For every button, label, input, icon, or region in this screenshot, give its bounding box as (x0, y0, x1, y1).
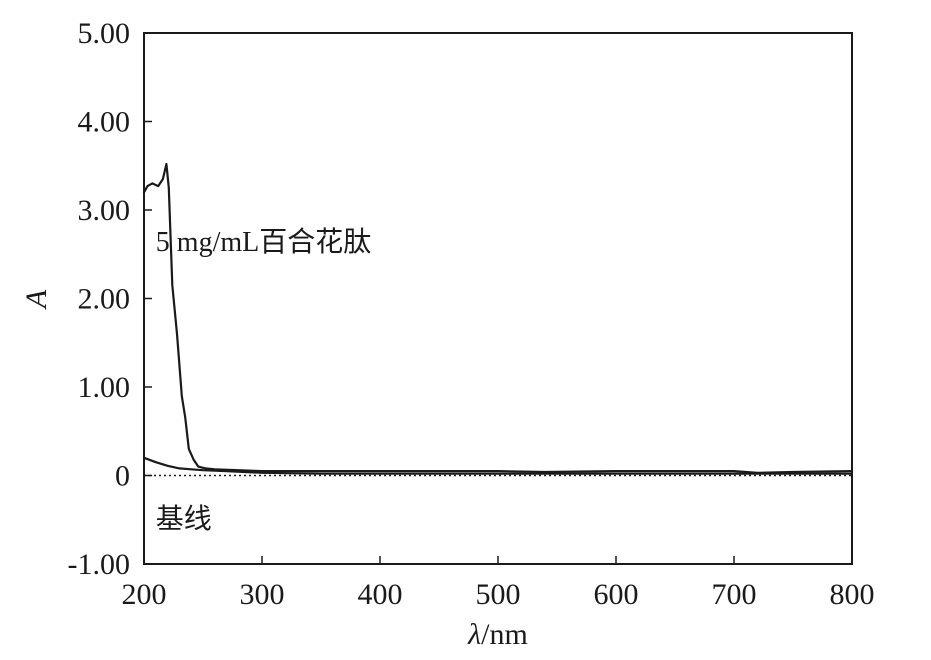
label-layer: 200 300 400 500 600 700 800 5.00 4.00 3.00 2.00 1.0… (68, 17, 875, 611)
series-line-0 (142, 162, 854, 474)
x-tick-label-4: 600 (594, 578, 639, 611)
curve-layer (142, 162, 854, 477)
y-axis-title: A (20, 289, 53, 310)
y-tick-label-4: 1.00 (78, 371, 131, 404)
y-tick-label-1: 4.00 (78, 106, 131, 139)
tick-layer (143, 32, 853, 565)
x-tick-label-1: 300 (240, 578, 285, 611)
x-tick-label-3: 500 (476, 578, 521, 611)
x-tick-label-5: 700 (712, 578, 757, 611)
y-tick-label-0: 5.00 (78, 17, 131, 50)
x-tick-label-2: 400 (358, 578, 403, 611)
x-tick-label-0: 200 (122, 578, 167, 611)
x-axis-symbol: λ (467, 618, 481, 651)
series-line-1 (142, 456, 854, 475)
y-tick-label-5: 0 (115, 460, 130, 493)
x-axis-title: λ/nm (467, 618, 528, 651)
x-axis-unit: /nm (481, 618, 528, 651)
annotation-0: 5 mg/mL百合花肽 (156, 226, 371, 258)
y-tick-label-6: -1.00 (68, 548, 131, 581)
x-tick-label-6: 800 (830, 578, 875, 611)
y-tick-label-2: 3.00 (78, 194, 131, 227)
annotation-1: 基线 (156, 503, 212, 535)
y-tick-label-3: 2.00 (78, 283, 131, 316)
plot-frame (143, 32, 853, 565)
